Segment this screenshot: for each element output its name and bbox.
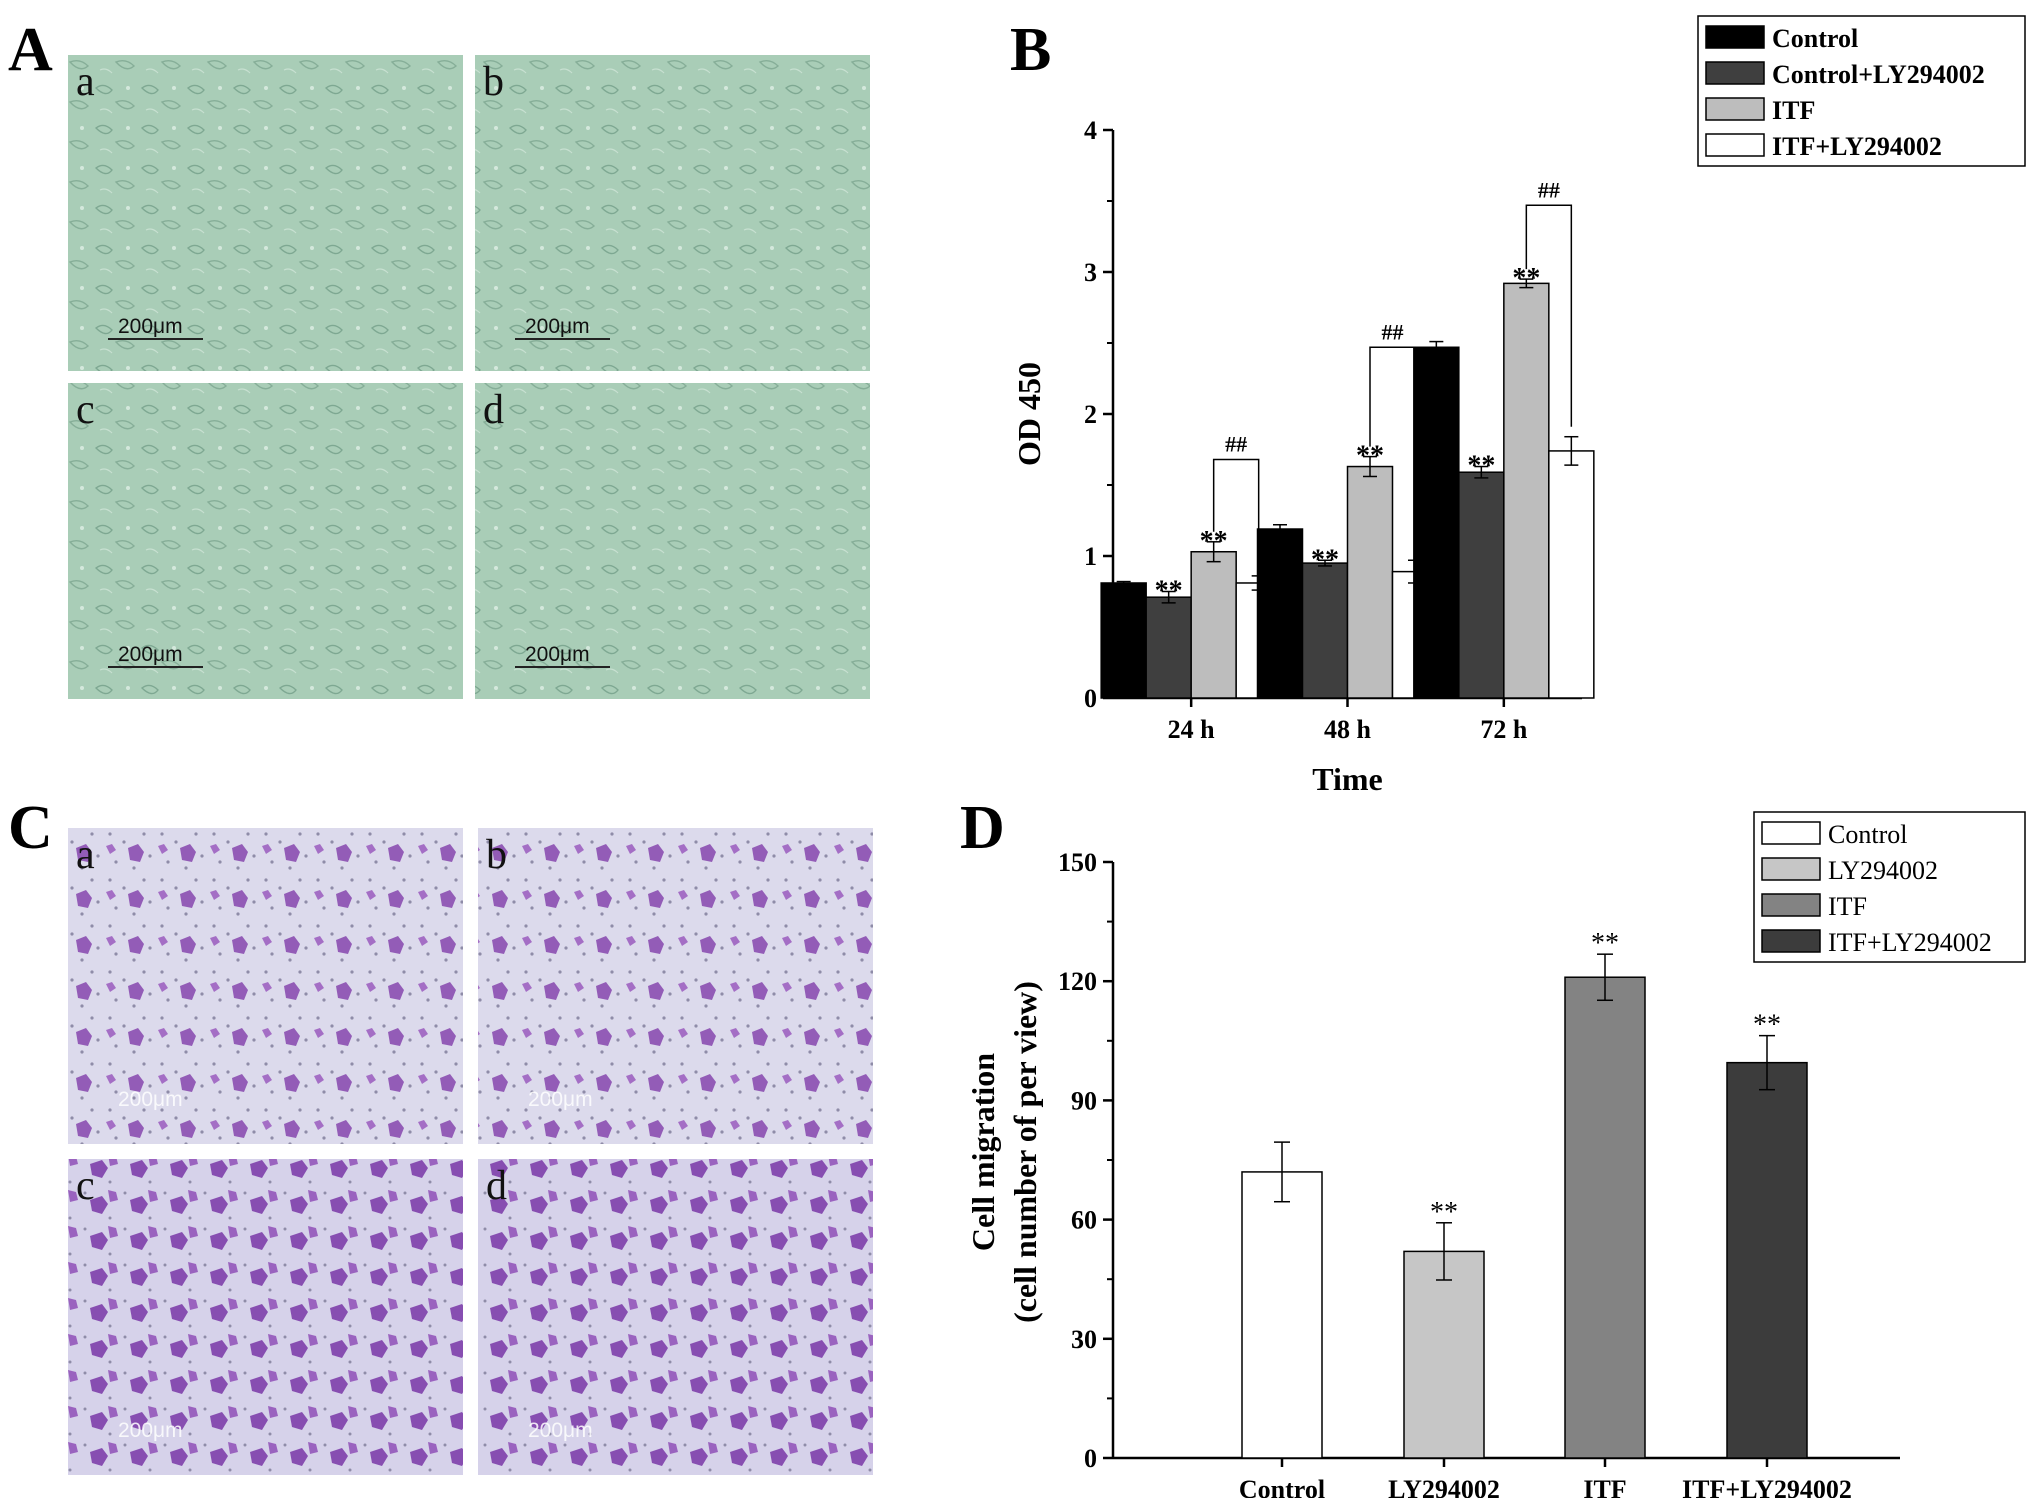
- legend-swatch: [1761, 929, 1821, 953]
- significance-stars: **: [1311, 544, 1339, 575]
- bar-Control+LY294002: [1458, 471, 1505, 699]
- legend-swatch: [1761, 857, 1821, 881]
- scale-bar-label: 200μm: [525, 643, 590, 666]
- x-tick-label: ITF: [1583, 1475, 1626, 1498]
- bracket-label: ##: [1538, 177, 1560, 202]
- micrograph-A-a: [68, 55, 463, 371]
- legend-label: Control+LY294002: [1772, 60, 1985, 89]
- panel-D-label: D: [960, 794, 1005, 862]
- y-tick-label: 90: [1071, 1086, 1097, 1115]
- micrograph-label: b: [486, 832, 507, 878]
- legend-label: Control: [1772, 24, 1858, 53]
- legend-label: ITF+LY294002: [1828, 928, 1992, 957]
- micrograph-C-b: [478, 828, 873, 1144]
- x-tick-label: ITF+LY294002: [1682, 1475, 1852, 1498]
- panel-A-label: A: [8, 16, 53, 84]
- scale-bar-label: 200μm: [118, 1088, 183, 1111]
- micrograph-C-c: [68, 1159, 463, 1475]
- significance-stars: **: [1591, 928, 1619, 959]
- significance-stars: **: [1467, 451, 1495, 482]
- scale-bar-label: 200μm: [118, 315, 183, 338]
- y-tick-label: 4: [1084, 116, 1097, 145]
- bracket-label: ##: [1225, 431, 1247, 456]
- y-axis-title: OD 450: [1011, 362, 1047, 466]
- micrograph-C-a: [68, 828, 463, 1144]
- y-tick-label: 150: [1058, 848, 1097, 877]
- scale-bar-label: 200μm: [525, 315, 590, 338]
- micrograph-label: d: [483, 387, 504, 433]
- x-tick-label: 72 h: [1480, 715, 1528, 744]
- micrograph-label: c: [76, 387, 95, 433]
- legend-label: Control: [1828, 820, 1907, 849]
- significance-stars: **: [1430, 1197, 1458, 1228]
- scale-bar-label: 200μm: [528, 1419, 593, 1442]
- x-tick-label: 48 h: [1324, 715, 1372, 744]
- micrograph-A-b: [475, 55, 870, 371]
- micrograph-label: d: [486, 1163, 507, 1209]
- legend-label: LY294002: [1828, 856, 1938, 885]
- significance-stars: **: [1155, 576, 1183, 607]
- panel-C-images: a 200μm b 200μm c 200μm d 200μm: [68, 828, 873, 1475]
- legend-label: ITF: [1772, 96, 1815, 125]
- micrograph-label: c: [76, 1163, 95, 1209]
- legend-swatch: [1761, 821, 1821, 845]
- bar-ITF: [1346, 465, 1394, 699]
- bar-Control+LY294002: [1145, 596, 1192, 699]
- y-axis-title: Cell migration: [965, 1053, 1001, 1251]
- legend-label: ITF+LY294002: [1772, 132, 1942, 161]
- comparison-bracket: [1369, 346, 1416, 551]
- panel-C-label: C: [8, 794, 53, 862]
- micrograph-C-d: [478, 1159, 873, 1475]
- micrograph-A-c: [68, 383, 463, 699]
- chart-D: D 0 30 60 90 120 150 Cell migration (cell number…: [960, 794, 2026, 1498]
- bar-Control: [1241, 1171, 1323, 1459]
- micrograph-label: b: [483, 59, 504, 105]
- y-tick-label: 0: [1084, 1444, 1097, 1473]
- comparison-bracket: [1525, 204, 1573, 427]
- legend-swatch: [1705, 25, 1765, 49]
- bar-Control: [1256, 528, 1304, 699]
- comparison-bracket: [1212, 458, 1260, 566]
- y-tick-label: 120: [1058, 967, 1097, 996]
- x-tick-label: 24 h: [1168, 715, 1216, 744]
- panel-A-images: a 200μm b 200μm c 200μm d 200μm: [68, 55, 870, 699]
- y-axis-subtitle: (cell number of per view): [1007, 981, 1043, 1323]
- scale-bar-label: 200μm: [118, 643, 183, 666]
- bar-ITF+LY294002: [1726, 1061, 1808, 1459]
- legend-swatch: [1705, 133, 1765, 157]
- significance-stars: **: [1753, 1010, 1781, 1041]
- micrograph-label: a: [76, 59, 95, 105]
- y-tick-label: 3: [1084, 258, 1097, 287]
- y-tick-label: 1: [1084, 542, 1097, 571]
- legend-swatch: [1705, 97, 1765, 121]
- scale-bar-label: 200μm: [118, 1419, 183, 1442]
- bar-ITF: [1564, 976, 1646, 1459]
- legend-swatch: [1761, 893, 1821, 917]
- x-axis-title: Time: [1312, 761, 1383, 797]
- micrograph-A-d: [475, 383, 870, 699]
- bar-ITF: [1503, 282, 1550, 699]
- legend-label: ITF: [1828, 892, 1867, 921]
- bar-Control: [1413, 346, 1460, 699]
- bar-ITF: [1190, 550, 1237, 699]
- y-tick-label: 0: [1084, 684, 1097, 713]
- y-tick-label: 30: [1071, 1325, 1097, 1354]
- panel-B-label: B: [1010, 16, 1051, 84]
- x-tick-label: Control: [1239, 1475, 1325, 1498]
- x-tick-label: LY294002: [1388, 1475, 1500, 1498]
- bar-LY294002: [1403, 1250, 1485, 1459]
- scale-bar-label: 200μm: [528, 1088, 593, 1111]
- bar-Control: [1100, 582, 1147, 699]
- bar-Control+LY294002: [1301, 562, 1349, 699]
- bracket-label: ##: [1382, 319, 1404, 344]
- legend-swatch: [1705, 61, 1765, 85]
- y-tick-label: 2: [1084, 400, 1097, 429]
- y-tick-label: 60: [1071, 1206, 1097, 1235]
- micrograph-label: a: [76, 832, 95, 878]
- bar-ITF+LY294002: [1548, 450, 1595, 699]
